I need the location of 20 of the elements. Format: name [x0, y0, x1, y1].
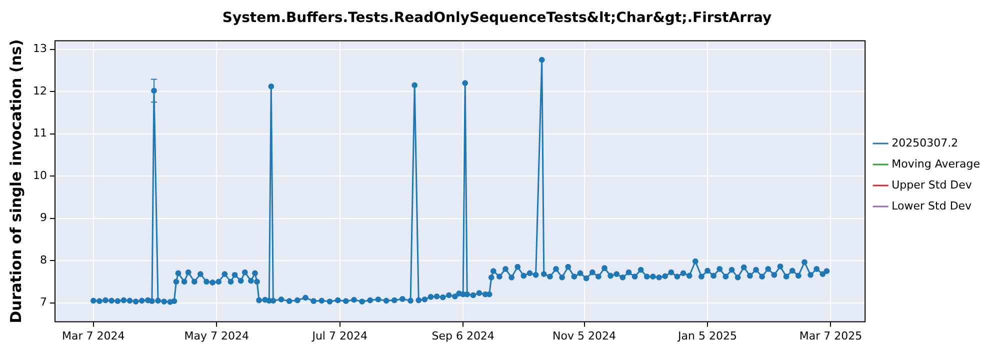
x-tick-label: Mar 7 2024 — [62, 329, 125, 342]
x-tick-label: Jul 7 2024 — [311, 329, 368, 342]
x-tick-label: Nov 5 2024 — [552, 329, 616, 342]
y-tick-label: 7 — [40, 296, 47, 309]
x-tick-label: Mar 7 2025 — [799, 329, 862, 342]
y-axis-title: Duration of single invocation (ns) — [6, 39, 25, 324]
legend-label: 20250307.2 — [892, 136, 958, 150]
chart-title: System.Buffers.Tests.ReadOnlySequenceTests&lt;Char&gt;.FirstArray — [222, 10, 772, 26]
y-tick-label: 12 — [32, 84, 47, 98]
y-tick-label: 13 — [32, 42, 47, 56]
y-tick-label: 10 — [32, 168, 47, 182]
y-tick-label: 9 — [40, 211, 47, 224]
y-tick-label: 11 — [32, 126, 47, 140]
x-tick-label: Jan 5 2025 — [677, 329, 737, 342]
x-tick-label: Sep 6 2024 — [432, 329, 494, 342]
legend-label: Moving Average — [892, 157, 980, 170]
legend-label: Upper Std Dev — [892, 178, 972, 192]
x-tick-label: May 7 2024 — [184, 329, 249, 342]
legend-label: Lower Std Dev — [892, 199, 972, 212]
y-tick-label: 8 — [40, 253, 47, 266]
